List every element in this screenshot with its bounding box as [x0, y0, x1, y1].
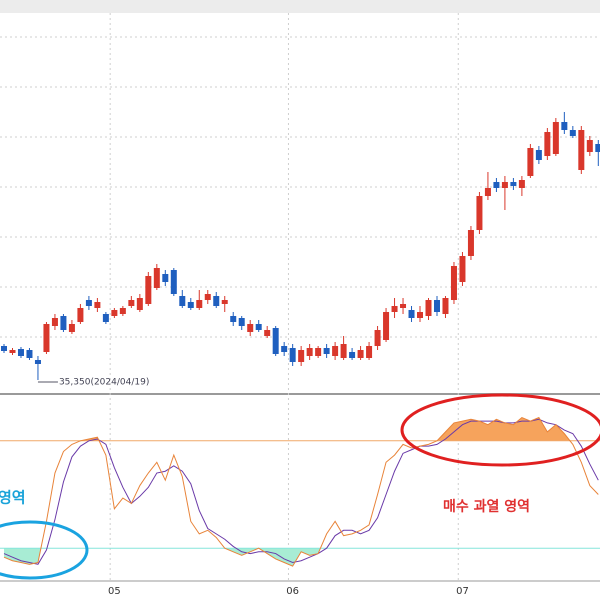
candle-body [136, 298, 143, 310]
candle-body [119, 308, 126, 314]
candle-body [484, 188, 491, 196]
candle-body [408, 310, 415, 318]
candle-body [552, 122, 559, 154]
candle-body [51, 318, 58, 326]
candle-body [196, 300, 203, 308]
candle-body [298, 350, 305, 362]
candle-body [332, 346, 339, 356]
candle-body [425, 300, 432, 316]
candle-body [569, 130, 576, 136]
candle-body [544, 132, 551, 156]
candle-body [323, 348, 330, 354]
candle-body [383, 312, 390, 340]
candle-body [94, 302, 101, 308]
candle-body [349, 352, 356, 358]
candle-body [527, 148, 534, 176]
candle-body [586, 140, 593, 152]
candle-body [450, 266, 457, 300]
level-fill [80, 417, 570, 441]
candle-body [510, 182, 517, 186]
candle-body [255, 324, 262, 330]
candle-body [315, 348, 322, 356]
overbought-label: 매수 과열 영역 [443, 498, 530, 515]
candle-body [578, 130, 585, 170]
candle-body [340, 344, 347, 358]
candle-body [179, 296, 186, 306]
candle-body [306, 348, 313, 356]
candle-body [230, 316, 237, 322]
candle-body [204, 294, 211, 300]
candle-body [366, 346, 373, 358]
candle-body [459, 256, 466, 282]
layer: 05 06 07 35,350(2024/04/19) [0, 13, 600, 597]
candle-body [281, 346, 288, 352]
candle-body [561, 122, 568, 130]
candle-body [442, 298, 449, 314]
candle-body [433, 300, 440, 312]
overbought-ellipse [400, 393, 600, 467]
candle-body [417, 312, 424, 318]
oversold-label: 영역 [0, 489, 26, 507]
candle-body [68, 324, 75, 332]
candle-body [357, 350, 364, 358]
candle-body [467, 230, 474, 256]
candle-body [153, 268, 160, 288]
candle-body [60, 316, 67, 330]
candle-body [374, 330, 381, 346]
oversold-ellipse [0, 520, 89, 580]
candle-body [238, 318, 245, 326]
candle-body [162, 274, 169, 282]
candle-body [17, 349, 24, 356]
candle-body [264, 330, 271, 336]
candle-body [247, 324, 254, 332]
series-line [3, 418, 599, 565]
x-tick-label: 06 [286, 586, 299, 597]
annotation: 35,350(2024/04/19) [59, 378, 149, 388]
candle-body [102, 314, 109, 322]
candle-body [272, 328, 279, 354]
candle-body [493, 182, 500, 188]
candle-body [111, 310, 118, 316]
candle-body [476, 196, 483, 230]
candle-body [213, 296, 220, 306]
series-line [3, 416, 599, 567]
candle-body [9, 350, 16, 353]
candle-body [187, 302, 194, 308]
candle-body [289, 348, 296, 362]
candle-body [145, 276, 152, 304]
candle-body [595, 144, 600, 152]
x-tick-label: 07 [456, 586, 469, 597]
candle-body [535, 150, 542, 160]
top-strip [0, 0, 600, 13]
candle-body [34, 360, 41, 364]
candle-body [43, 324, 50, 352]
candle-body [170, 270, 177, 294]
candle-body [518, 180, 525, 188]
candle-body [77, 308, 84, 322]
candle-body [391, 306, 398, 312]
candle-body [85, 300, 92, 306]
level-fill [4, 548, 321, 567]
candle-body [501, 182, 508, 188]
candle-body [1, 346, 7, 351]
candle-body [128, 300, 135, 306]
candle-body [221, 300, 228, 304]
candle-body [26, 350, 33, 358]
candle-body [400, 304, 407, 308]
x-tick-label: 05 [108, 586, 121, 597]
